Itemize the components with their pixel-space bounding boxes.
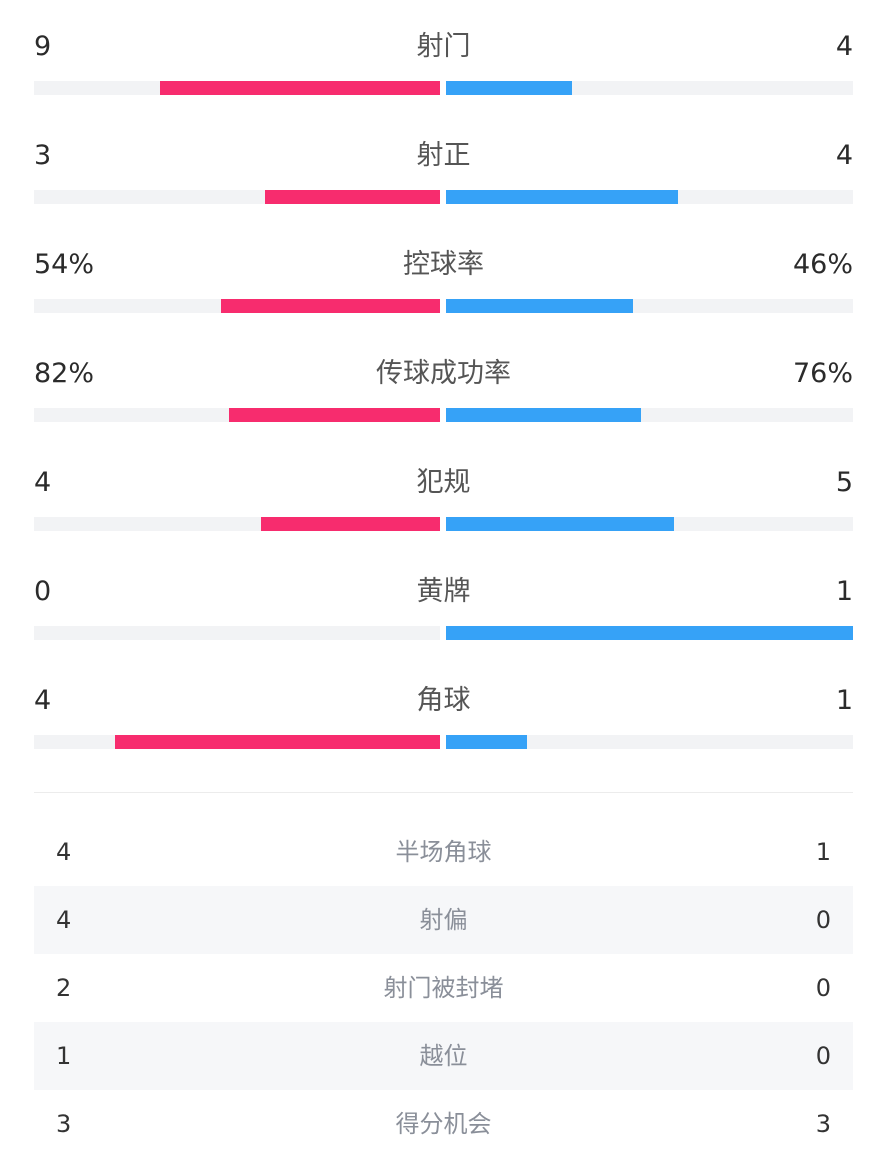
away-value: 0 bbox=[815, 1042, 831, 1070]
stat-row: 犯规 4 5 bbox=[34, 458, 853, 508]
stat-block: 射正 3 4 bbox=[34, 109, 853, 209]
home-bar bbox=[265, 190, 440, 204]
away-value: 46% bbox=[792, 249, 853, 280]
away-bar bbox=[446, 190, 678, 204]
table-row: 射偏 4 0 bbox=[34, 886, 853, 954]
row-label: 得分机会 bbox=[395, 1110, 492, 1138]
home-value: 82% bbox=[34, 358, 95, 389]
stat-label: 射正 bbox=[416, 140, 471, 171]
away-value: 0 bbox=[815, 906, 831, 934]
home-bar bbox=[261, 517, 440, 531]
stat-label: 射门 bbox=[416, 31, 471, 62]
away-value: 5 bbox=[835, 467, 853, 498]
stat-block: 角球 4 1 bbox=[34, 654, 853, 754]
stat-row: 射门 9 4 bbox=[34, 22, 853, 72]
away-value: 1 bbox=[815, 838, 831, 866]
home-value: 4 bbox=[56, 906, 72, 934]
away-value: 1 bbox=[835, 685, 853, 716]
stat-block: 犯规 4 5 bbox=[34, 436, 853, 536]
home-value: 9 bbox=[34, 31, 52, 62]
away-bar-track bbox=[446, 190, 853, 204]
home-value: 4 bbox=[34, 685, 52, 716]
home-bar-track bbox=[34, 408, 440, 422]
away-value: 4 bbox=[835, 31, 853, 62]
home-value: 1 bbox=[56, 1042, 72, 1070]
row-label: 越位 bbox=[419, 1042, 468, 1070]
home-bar-track bbox=[34, 81, 440, 95]
away-bar bbox=[446, 517, 674, 531]
stat-block: 控球率 54% 46% bbox=[34, 218, 853, 318]
away-bar bbox=[446, 735, 527, 749]
away-value: 76% bbox=[792, 358, 853, 389]
stat-row: 传球成功率 82% 76% bbox=[34, 349, 853, 399]
home-bar bbox=[115, 735, 440, 749]
home-bar-track bbox=[34, 517, 440, 531]
stat-row: 射正 3 4 bbox=[34, 131, 853, 181]
stat-label: 角球 bbox=[416, 685, 471, 716]
away-bar-track bbox=[446, 81, 853, 95]
extra-stats-table: 半场角球 4 1 射偏 4 0 射门被封堵 2 0 越位 1 0 得分机会 3 3 bbox=[34, 818, 853, 1158]
stat-label: 黄牌 bbox=[416, 576, 471, 607]
away-bar bbox=[446, 81, 572, 95]
home-bar bbox=[221, 299, 440, 313]
table-row: 越位 1 0 bbox=[34, 1022, 853, 1090]
home-bar bbox=[229, 408, 440, 422]
stat-block: 黄牌 0 1 bbox=[34, 545, 853, 645]
home-value: 3 bbox=[34, 140, 52, 171]
away-value: 3 bbox=[815, 1110, 831, 1138]
away-bar bbox=[446, 626, 853, 640]
stat-label: 犯规 bbox=[416, 467, 471, 498]
away-bar-track bbox=[446, 735, 853, 749]
home-value: 54% bbox=[34, 249, 95, 280]
stat-row: 黄牌 0 1 bbox=[34, 567, 853, 617]
stat-label: 控球率 bbox=[403, 249, 484, 280]
away-value: 1 bbox=[835, 576, 853, 607]
stat-row: 控球率 54% 46% bbox=[34, 240, 853, 290]
away-bar-track bbox=[446, 408, 853, 422]
away-bar-track bbox=[446, 517, 853, 531]
stat-block: 传球成功率 82% 76% bbox=[34, 327, 853, 427]
home-bar-track bbox=[34, 626, 440, 640]
table-row: 射门被封堵 2 0 bbox=[34, 954, 853, 1022]
row-label: 射门被封堵 bbox=[383, 974, 504, 1002]
away-bar bbox=[446, 299, 633, 313]
home-value: 4 bbox=[34, 467, 52, 498]
away-value: 0 bbox=[815, 974, 831, 1002]
section-divider bbox=[34, 792, 853, 793]
home-value: 3 bbox=[56, 1110, 72, 1138]
home-value: 0 bbox=[34, 576, 52, 607]
table-row: 得分机会 3 3 bbox=[34, 1090, 853, 1158]
stat-block: 射门 9 4 bbox=[34, 0, 853, 100]
home-value: 4 bbox=[56, 838, 72, 866]
stat-row: 角球 4 1 bbox=[34, 676, 853, 726]
home-bar-track bbox=[34, 299, 440, 313]
home-bar-track bbox=[34, 735, 440, 749]
home-value: 2 bbox=[56, 974, 72, 1002]
away-bar bbox=[446, 408, 641, 422]
away-bar-track bbox=[446, 626, 853, 640]
row-label: 射偏 bbox=[419, 906, 468, 934]
row-label: 半场角球 bbox=[395, 838, 492, 866]
away-bar-track bbox=[446, 299, 853, 313]
stat-label: 传球成功率 bbox=[376, 358, 511, 389]
home-bar bbox=[160, 81, 440, 95]
home-bar-track bbox=[34, 190, 440, 204]
away-value: 4 bbox=[835, 140, 853, 171]
table-row: 半场角球 4 1 bbox=[34, 818, 853, 886]
